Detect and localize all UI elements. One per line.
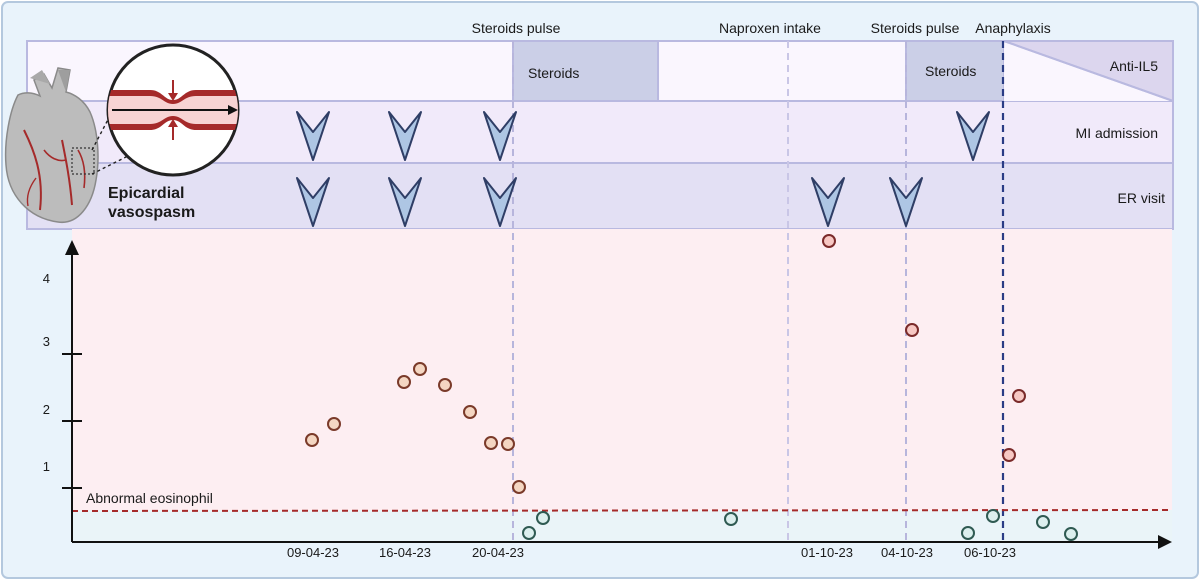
mi-admission-arrows <box>296 111 990 161</box>
down-arrow-icon <box>483 111 517 161</box>
data-point <box>484 436 498 450</box>
x-tick-label: 06-10-23 <box>964 545 1016 560</box>
down-arrow-icon <box>388 177 422 227</box>
data-point <box>512 480 526 494</box>
anti-il5-label: Anti-IL5 <box>1110 58 1158 74</box>
zoom-connector-top <box>91 111 113 151</box>
y-tick-label: 4 <box>43 271 50 286</box>
data-point <box>1012 389 1026 403</box>
x-axis-arrowhead <box>1158 535 1172 549</box>
data-point <box>397 375 411 389</box>
mi-admission-label: MI admission <box>1076 125 1158 141</box>
y-tick-label: 1 <box>43 459 50 474</box>
down-arrow-icon <box>811 177 845 227</box>
data-point <box>327 417 341 431</box>
data-point <box>305 433 319 447</box>
threshold-label: Abnormal eosinophil <box>86 490 213 506</box>
data-point <box>986 509 1000 523</box>
down-arrow-icon <box>296 111 330 161</box>
steroids-treatment-box-2 <box>905 40 1005 102</box>
er-visit-band <box>26 162 1174 230</box>
normal-range-area <box>72 510 1172 542</box>
y-tick-label: 3 <box>43 334 50 349</box>
heart-icon <box>4 67 99 223</box>
steroids-treatment-label-2: Steroids <box>925 63 976 79</box>
event-label-anaphylaxis: Anaphylaxis <box>975 20 1051 36</box>
data-point <box>522 526 536 540</box>
down-arrow-icon <box>889 177 923 227</box>
down-arrow-icon <box>483 177 517 227</box>
er-visit-label: ER visit <box>1118 190 1166 206</box>
data-point <box>536 511 550 525</box>
data-point <box>724 512 738 526</box>
data-point <box>413 362 427 376</box>
data-point <box>1036 515 1050 529</box>
data-point <box>1002 448 1016 462</box>
x-tick-label: 04-10-23 <box>881 545 933 560</box>
y-ticks: 1 2 3 4 <box>43 271 82 489</box>
steroids-treatment-box <box>512 40 659 102</box>
down-arrow-icon <box>956 111 990 161</box>
down-arrow-icon <box>388 111 422 161</box>
data-point <box>463 405 477 419</box>
x-tick-label: 16-04-23 <box>379 545 431 560</box>
x-tick-label: 09-04-23 <box>287 545 339 560</box>
threshold-line <box>71 509 1173 512</box>
y-tick-label: 2 <box>43 402 50 417</box>
data-point <box>438 378 452 392</box>
x-tick-label: 20-04-23 <box>472 545 524 560</box>
zoom-connector-bottom <box>91 155 129 175</box>
data-point <box>501 437 515 451</box>
data-point <box>905 323 919 337</box>
data-point <box>1064 527 1078 541</box>
down-arrow-icon <box>296 177 330 227</box>
steroids-treatment-label: Steroids <box>528 65 579 81</box>
x-ticks: 09-04-23 16-04-23 20-04-23 01-10-23 04-10-23… <box>287 545 1016 560</box>
artery-constriction-icon <box>106 43 240 177</box>
data-points <box>305 234 1078 541</box>
y-axis-arrowhead <box>65 240 79 255</box>
event-label-naproxen: Naproxen intake <box>719 20 821 36</box>
event-label-steroids-pulse-1: Steroids pulse <box>472 20 561 36</box>
er-visit-arrows <box>296 177 923 227</box>
data-point <box>822 234 836 248</box>
illustration-label-line1: Epicardial <box>108 185 184 202</box>
event-label-steroids-pulse-2: Steroids pulse <box>871 20 960 36</box>
anti-il5-diagonal <box>1003 40 1174 102</box>
data-point <box>961 526 975 540</box>
plot-area <box>72 229 1172 542</box>
x-tick-label: 01-10-23 <box>801 545 853 560</box>
illustration-label-line2: vasospasm <box>108 204 195 221</box>
